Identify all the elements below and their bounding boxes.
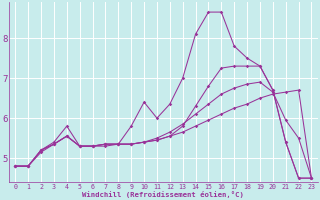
X-axis label: Windchill (Refroidissement éolien,°C): Windchill (Refroidissement éolien,°C) xyxy=(83,191,244,198)
